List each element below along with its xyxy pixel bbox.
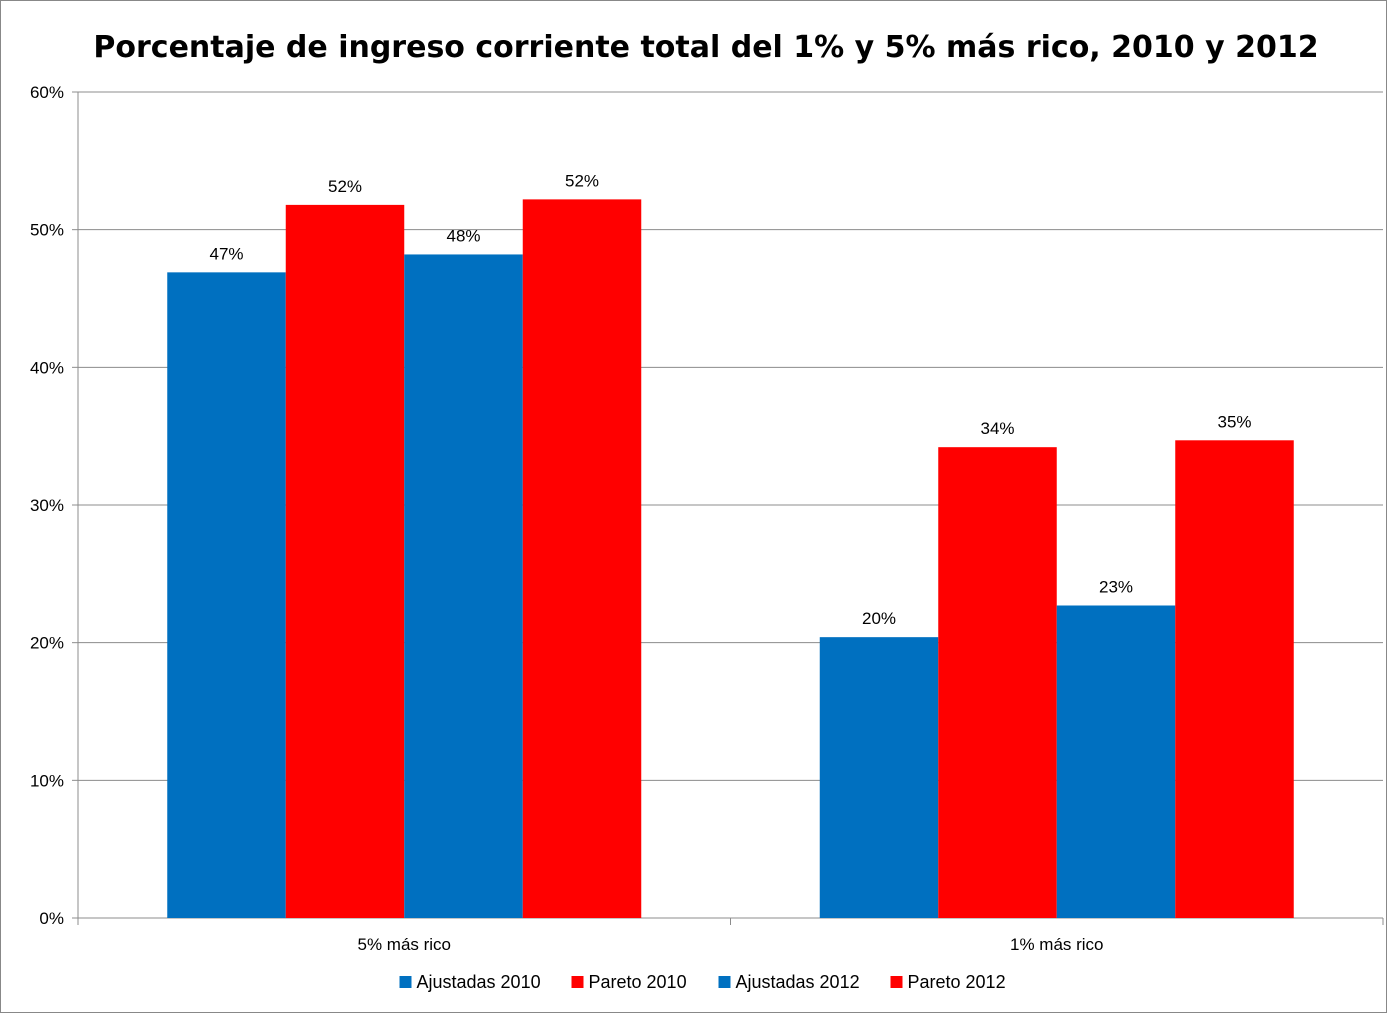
bar — [167, 272, 286, 918]
bar — [1056, 605, 1176, 918]
chart-title: Porcentaje de ingreso corriente total de… — [93, 30, 1318, 65]
y-tick-label: 20% — [30, 634, 64, 653]
bar — [404, 254, 523, 919]
data-label: 52% — [328, 177, 362, 196]
bars — [167, 199, 1294, 919]
legend-label: Ajustadas 2012 — [736, 972, 860, 992]
bar — [522, 199, 642, 918]
legend-swatch — [718, 976, 731, 988]
y-tick-label: 30% — [30, 496, 64, 515]
y-tick-label: 50% — [30, 221, 64, 240]
legend-swatch — [571, 976, 584, 988]
category-label: 5% más rico — [357, 935, 451, 954]
y-tick-label: 0% — [39, 909, 64, 928]
category-label: 1% más rico — [1010, 935, 1104, 954]
data-label: 20% — [862, 609, 896, 628]
data-label: 47% — [209, 244, 243, 263]
y-tick-label: 60% — [30, 83, 64, 102]
y-tick-label: 40% — [30, 358, 64, 377]
data-label: 35% — [1217, 412, 1251, 431]
legend-swatch — [399, 976, 412, 988]
legend-label: Ajustadas 2010 — [417, 972, 541, 992]
y-tick-label: 10% — [30, 771, 64, 790]
legend-label: Pareto 2012 — [908, 972, 1006, 992]
data-label: 23% — [1099, 577, 1133, 596]
data-label: 34% — [980, 419, 1014, 438]
legend-label: Pareto 2010 — [589, 972, 687, 992]
bar — [819, 637, 939, 918]
bar — [285, 204, 405, 919]
legend-swatch — [890, 976, 903, 988]
data-label: 52% — [565, 171, 599, 190]
bar — [938, 447, 1057, 918]
legend: Ajustadas 2010 Pareto 2010 Ajustadas 2012 P… — [399, 972, 1006, 992]
data-labels: 47% 52% 48% 52% 20% 34% 23% 35% — [209, 171, 1251, 628]
data-label: 48% — [446, 226, 480, 245]
bar — [1175, 440, 1294, 918]
